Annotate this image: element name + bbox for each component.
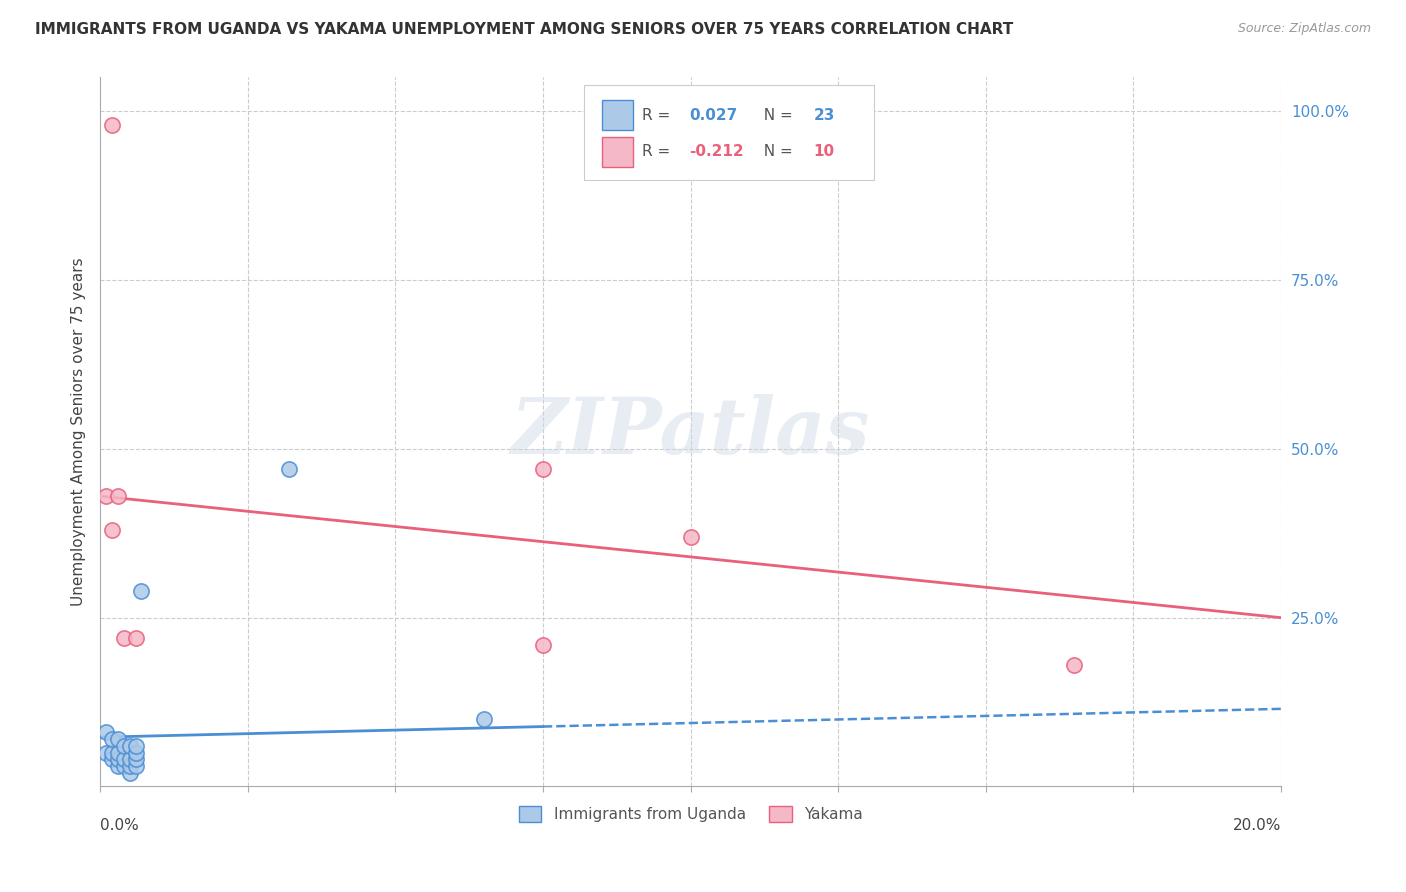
Text: 10: 10 <box>814 145 835 160</box>
Text: 0.027: 0.027 <box>689 108 738 122</box>
Point <box>101 746 124 760</box>
Point <box>94 725 117 739</box>
Point <box>124 759 146 773</box>
Text: 20.0%: 20.0% <box>1233 818 1281 833</box>
Point <box>278 462 301 476</box>
Point <box>118 739 141 753</box>
Point <box>124 752 146 766</box>
Point <box>101 523 124 537</box>
Point <box>124 746 146 760</box>
Text: 0.0%: 0.0% <box>100 818 139 833</box>
Y-axis label: Unemployment Among Seniors over 75 years: Unemployment Among Seniors over 75 years <box>72 258 86 607</box>
Point <box>112 739 135 753</box>
Point <box>107 732 129 747</box>
Text: ZIPatlas: ZIPatlas <box>510 393 870 470</box>
FancyBboxPatch shape <box>602 100 633 130</box>
Point <box>531 462 554 476</box>
Point <box>107 489 129 503</box>
Point <box>131 583 153 598</box>
Point <box>472 712 495 726</box>
FancyBboxPatch shape <box>602 137 633 167</box>
Point <box>1063 657 1085 672</box>
Point <box>531 638 554 652</box>
Point <box>679 530 702 544</box>
Point <box>101 732 124 747</box>
Text: R =: R = <box>643 108 675 122</box>
Point <box>107 752 129 766</box>
Point <box>118 766 141 780</box>
Text: N =: N = <box>755 108 799 122</box>
Point <box>112 752 135 766</box>
Text: -0.212: -0.212 <box>689 145 744 160</box>
Point <box>107 746 129 760</box>
Point <box>101 118 124 132</box>
Point <box>94 489 117 503</box>
Point <box>94 746 117 760</box>
Point <box>101 752 124 766</box>
Text: N =: N = <box>755 145 799 160</box>
Text: R =: R = <box>643 145 675 160</box>
Text: IMMIGRANTS FROM UGANDA VS YAKAMA UNEMPLOYMENT AMONG SENIORS OVER 75 YEARS CORREL: IMMIGRANTS FROM UGANDA VS YAKAMA UNEMPLO… <box>35 22 1014 37</box>
Point <box>112 759 135 773</box>
Point <box>124 631 146 645</box>
Point <box>112 631 135 645</box>
Point <box>118 752 141 766</box>
Point <box>107 759 129 773</box>
Point <box>124 739 146 753</box>
Text: 23: 23 <box>814 108 835 122</box>
Legend: Immigrants from Uganda, Yakama: Immigrants from Uganda, Yakama <box>512 800 869 829</box>
Text: Source: ZipAtlas.com: Source: ZipAtlas.com <box>1237 22 1371 36</box>
Point <box>118 759 141 773</box>
FancyBboxPatch shape <box>585 85 873 180</box>
